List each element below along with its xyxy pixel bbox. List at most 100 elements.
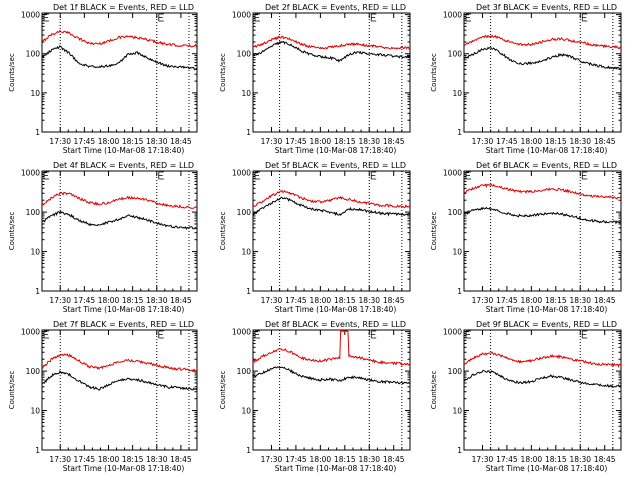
x-tick-label: 18:15 xyxy=(122,296,144,305)
chart-title: Det 7f BLACK = Events, RED = LLD xyxy=(53,320,194,329)
y-tick-label: 1 xyxy=(246,287,251,296)
events-series-line xyxy=(464,369,621,388)
x-tick-label: 18:15 xyxy=(122,455,144,464)
x-tick-label: 18:45 xyxy=(594,296,616,305)
y-tick-label: 1000 xyxy=(21,11,40,20)
y-axis-label: Counts/sec xyxy=(8,212,16,251)
y-tick-label: 10 xyxy=(30,407,40,416)
x-tick-label: 18:00 xyxy=(521,296,543,305)
y-axis-label: Counts/sec xyxy=(430,371,438,410)
lld-series-line xyxy=(42,353,197,372)
x-tick-label: 18:00 xyxy=(521,137,543,146)
y-tick-label: 10 xyxy=(452,248,462,257)
x-tick-label: 18:30 xyxy=(569,296,591,305)
x-axis-label: Start Time (10-Mar-08 17:18:40) xyxy=(63,305,185,314)
y-tick-label: 1000 xyxy=(443,169,462,178)
x-tick-label: 18:00 xyxy=(98,137,120,146)
x-tick-label: 18:45 xyxy=(383,455,405,464)
chart-title: Det 1f BLACK = Events, RED = LLD xyxy=(53,3,194,12)
y-tick-label: 10 xyxy=(452,407,462,416)
start-flag-icon xyxy=(43,330,49,339)
x-tick-label: 17:45 xyxy=(496,296,518,305)
events-series-line xyxy=(253,40,410,63)
y-tick-label: 10 xyxy=(241,248,251,257)
end-flag-icon xyxy=(370,13,377,22)
events-series-line xyxy=(42,44,197,71)
start-flag-icon xyxy=(254,13,260,22)
x-tick-label: 17:30 xyxy=(472,296,494,305)
chart-title: Det 2f BLACK = Events, RED = LLD xyxy=(265,3,406,12)
end-flag-icon xyxy=(158,13,164,22)
x-tick-label: 17:30 xyxy=(472,455,494,464)
x-tick-label: 18:15 xyxy=(545,137,567,146)
y-tick-label: 10 xyxy=(241,407,251,416)
panel-det-6: Det 6f BLACK = Events, RED = LLD Counts/s… xyxy=(430,161,622,314)
x-tick-label: 17:30 xyxy=(261,296,283,305)
y-tick-label: 1000 xyxy=(443,328,462,337)
x-tick-label: 18:15 xyxy=(545,455,567,464)
plot-frame xyxy=(252,329,411,451)
chart-title: Det 9f BLACK = Events, RED = LLD xyxy=(476,320,617,329)
x-tick-label: 18:30 xyxy=(358,296,380,305)
y-tick-label: 1000 xyxy=(232,169,251,178)
x-axis-label: Start Time (10-Mar-08 17:18:40) xyxy=(486,146,608,155)
x-tick-label: 18:00 xyxy=(310,455,332,464)
panel-det-9: Det 9f BLACK = Events, RED = LLD Counts/s… xyxy=(430,320,622,473)
x-tick-label: 17:45 xyxy=(74,296,96,305)
y-tick-label: 100 xyxy=(26,208,41,217)
chart-title: Det 8f BLACK = Events, RED = LLD xyxy=(265,320,406,329)
y-tick-label: 1000 xyxy=(21,169,40,178)
chart-title: Det 6f BLACK = Events, RED = LLD xyxy=(476,161,617,170)
y-axis-label: Counts/sec xyxy=(430,212,438,251)
lld-series-line xyxy=(42,191,197,209)
y-tick-label: 1 xyxy=(457,128,462,137)
y-tick-label: 1 xyxy=(246,128,251,137)
x-tick-label: 18:15 xyxy=(545,296,567,305)
plot-frame xyxy=(41,170,198,292)
y-tick-label: 1 xyxy=(246,446,251,455)
plot-frame xyxy=(463,329,622,451)
y-axis-label: Counts/sec xyxy=(8,53,16,92)
events-series-line xyxy=(464,46,621,70)
x-tick-label: 17:45 xyxy=(496,137,518,146)
x-tick-label: 18:15 xyxy=(334,137,356,146)
y-tick-label: 100 xyxy=(26,50,41,59)
y-tick-label: 1000 xyxy=(443,11,462,20)
panel-det-8: Det 8f BLACK = Events, RED = LLD Counts/s… xyxy=(219,320,411,473)
x-tick-label: 18:30 xyxy=(569,455,591,464)
plot-frame xyxy=(252,12,411,133)
start-flag-icon xyxy=(254,171,260,180)
y-tick-label: 1000 xyxy=(232,11,251,20)
y-tick-label: 10 xyxy=(30,248,40,257)
end-flag-icon xyxy=(158,330,164,339)
x-tick-label: 17:45 xyxy=(285,455,307,464)
y-tick-label: 100 xyxy=(26,367,41,376)
end-flag-icon xyxy=(581,330,588,339)
plot-frame xyxy=(252,170,411,292)
x-tick-label: 18:30 xyxy=(146,137,168,146)
panel-det-5: Det 5f BLACK = Events, RED = LLD Counts/s… xyxy=(219,161,411,314)
x-tick-label: 18:45 xyxy=(383,296,405,305)
x-tick-label: 17:45 xyxy=(496,455,518,464)
y-axis-label: Counts/sec xyxy=(8,371,16,410)
x-tick-label: 17:30 xyxy=(472,137,494,146)
y-tick-label: 100 xyxy=(448,367,463,376)
x-tick-label: 17:30 xyxy=(261,455,283,464)
panel-det-4: Det 4f BLACK = Events, RED = LLD Counts/s… xyxy=(8,161,198,314)
start-flag-icon xyxy=(465,13,471,22)
x-axis-label: Start Time (10-Mar-08 17:18:40) xyxy=(63,146,185,155)
lld-series-line xyxy=(464,34,621,50)
y-tick-label: 10 xyxy=(241,89,251,98)
x-tick-label: 18:30 xyxy=(358,137,380,146)
events-series-line xyxy=(42,210,197,230)
plot-frame xyxy=(41,329,198,451)
x-tick-label: 17:45 xyxy=(74,455,96,464)
x-axis-label: Start Time (10-Mar-08 17:18:40) xyxy=(63,464,185,473)
x-tick-label: 17:45 xyxy=(285,137,307,146)
events-series-line xyxy=(253,196,410,217)
x-axis-label: Start Time (10-Mar-08 17:18:40) xyxy=(275,305,397,314)
x-tick-label: 18:00 xyxy=(521,455,543,464)
x-tick-label: 17:30 xyxy=(261,137,283,146)
chart-title: Det 4f BLACK = Events, RED = LLD xyxy=(53,161,194,170)
end-flag-icon xyxy=(581,13,588,22)
